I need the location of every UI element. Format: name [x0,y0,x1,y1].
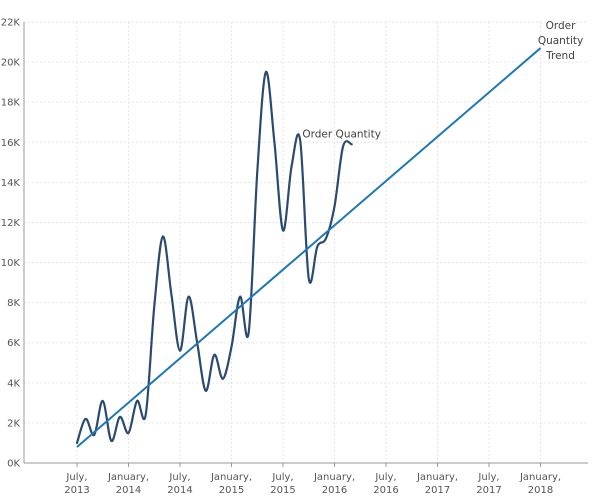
series-line-order-quantity-trend [76,47,542,448]
gridlines [24,21,588,463]
x-tick-label: July, 2016 [373,472,398,496]
x-tick-label: July, 2013 [64,472,89,496]
series-label-order-quantity-trend: Order Quantity Trend [538,20,583,62]
y-tick-label: 14K [1,178,21,189]
y-tick-label: 12K [1,218,21,229]
x-tick-label: July, 2014 [167,472,192,496]
y-tick-label: 0K [7,459,20,470]
x-tick-label: January, 2015 [210,472,252,496]
x-tick-label: January, 2014 [107,472,149,496]
series-line-order-quantity [75,70,353,445]
y-tick-label: 18K [1,98,21,109]
y-axis-tick-labels: 0K 2K 4K 6K 8K 10K 12K 14K 16K 18K 20K 22K [1,18,21,470]
y-tick-label: 6K [7,338,20,349]
y-tick-label: 16K [1,138,21,149]
axes [23,22,588,467]
y-tick-label: 2K [7,418,20,429]
series-label-order-quantity: Order Quantity [302,128,381,140]
x-tick-label: July, 2017 [476,472,501,496]
y-tick-label: 20K [1,58,21,69]
x-tick-label: January, 2016 [313,472,355,496]
y-tick-label: 4K [7,378,20,389]
x-tick-label: January, 2017 [416,472,458,496]
x-axis-tick-labels: July, 2013 January, 2014 July, 2014 January, 20… [64,472,561,496]
x-tick-label: July, 2015 [270,472,295,496]
y-tick-label: 22K [1,18,21,29]
x-tick-label: January, 2018 [519,472,561,496]
y-tick-label: 8K [7,298,20,309]
series-labels: Order Quantity Order Quantity Trend [302,20,583,140]
y-tick-label: 10K [1,258,21,269]
series-lines [75,47,542,448]
